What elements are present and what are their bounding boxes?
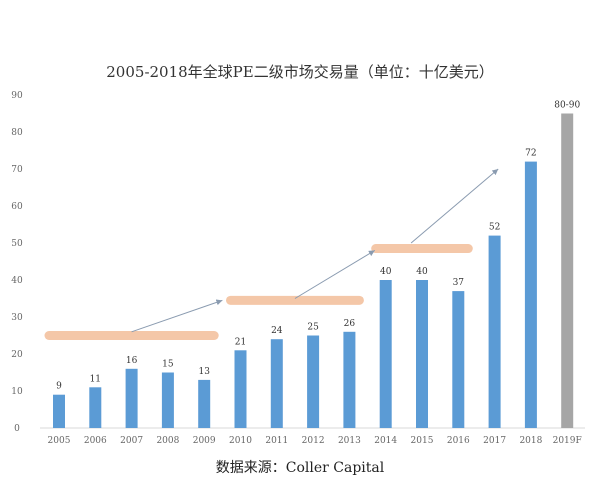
trend-arrow bbox=[410, 168, 499, 244]
x-tick-label: 2013 bbox=[338, 436, 361, 446]
x-tick-label: 2005 bbox=[48, 436, 71, 446]
source-note: 数据来源：Coller Capital bbox=[216, 460, 385, 476]
y-tick-label: 0 bbox=[14, 424, 20, 434]
x-tick-label: 2015 bbox=[411, 436, 434, 446]
x-tick-label: 2011 bbox=[265, 436, 288, 446]
data-label: 25 bbox=[307, 323, 319, 333]
data-label: 13 bbox=[198, 367, 210, 377]
bar bbox=[416, 280, 428, 428]
bar bbox=[379, 280, 392, 428]
bar bbox=[53, 394, 65, 428]
x-tick-label: 2014 bbox=[374, 436, 397, 446]
data-label: 9 bbox=[56, 382, 62, 392]
y-tick-label: 40 bbox=[11, 276, 23, 286]
x-tick-label: 2019F bbox=[553, 436, 582, 446]
y-tick-label: 90 bbox=[11, 91, 23, 101]
bar bbox=[307, 335, 320, 428]
bar bbox=[524, 161, 537, 428]
bar bbox=[161, 372, 174, 428]
trend-arrow bbox=[131, 299, 223, 333]
x-tick-label: 2007 bbox=[120, 436, 143, 446]
trend-arrow bbox=[294, 249, 376, 299]
bar bbox=[452, 291, 465, 428]
x-tick-label: 2006 bbox=[84, 436, 107, 446]
y-tick-label: 30 bbox=[11, 313, 23, 323]
x-tick-label: 2017 bbox=[483, 436, 506, 446]
y-tick-label: 70 bbox=[11, 165, 23, 175]
data-label: 26 bbox=[344, 319, 356, 329]
y-tick-label: 10 bbox=[11, 387, 23, 397]
forecast-bar bbox=[561, 113, 574, 428]
y-tick-label: 60 bbox=[11, 202, 23, 212]
x-tick-label: 2012 bbox=[302, 436, 325, 446]
y-tick-label: 80 bbox=[11, 128, 23, 138]
bar bbox=[89, 387, 102, 428]
chart-title: 2005-2018年全球PE二级市场交易量（单位：十亿美元） bbox=[106, 63, 493, 81]
bar bbox=[234, 350, 247, 428]
y-tick-label: 50 bbox=[11, 239, 23, 249]
x-tick-label: 2010 bbox=[229, 436, 252, 446]
bar bbox=[488, 235, 501, 428]
x-tick-label: 2008 bbox=[156, 436, 179, 446]
data-label: 16 bbox=[126, 356, 138, 366]
bar bbox=[125, 368, 138, 428]
data-label: 52 bbox=[489, 223, 500, 233]
x-tick-label: 2018 bbox=[519, 436, 542, 446]
data-label: 21 bbox=[235, 337, 246, 347]
x-tick-label: 2016 bbox=[447, 436, 470, 446]
data-label: 80-90 bbox=[554, 101, 580, 111]
data-label: 11 bbox=[90, 374, 101, 384]
x-tick-label: 2009 bbox=[193, 436, 216, 446]
bar bbox=[198, 379, 211, 428]
data-label: 72 bbox=[525, 149, 536, 159]
data-label: 40 bbox=[380, 267, 392, 277]
data-label: 24 bbox=[271, 326, 283, 336]
data-label: 37 bbox=[453, 278, 465, 288]
bar bbox=[343, 331, 356, 428]
bar bbox=[270, 339, 283, 428]
data-label: 40 bbox=[416, 267, 428, 277]
y-tick-label: 20 bbox=[11, 350, 23, 360]
data-label: 15 bbox=[162, 360, 174, 370]
